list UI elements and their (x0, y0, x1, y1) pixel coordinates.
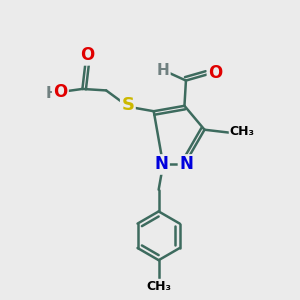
Text: O: O (53, 83, 68, 101)
Text: H: H (157, 63, 169, 78)
Text: CH₃: CH₃ (146, 280, 171, 293)
Text: CH₃: CH₃ (230, 125, 255, 138)
Text: N: N (155, 155, 169, 173)
Text: S: S (122, 96, 134, 114)
Text: N: N (179, 155, 193, 173)
Text: H: H (46, 86, 59, 101)
Text: O: O (80, 46, 94, 64)
Text: O: O (208, 64, 222, 82)
